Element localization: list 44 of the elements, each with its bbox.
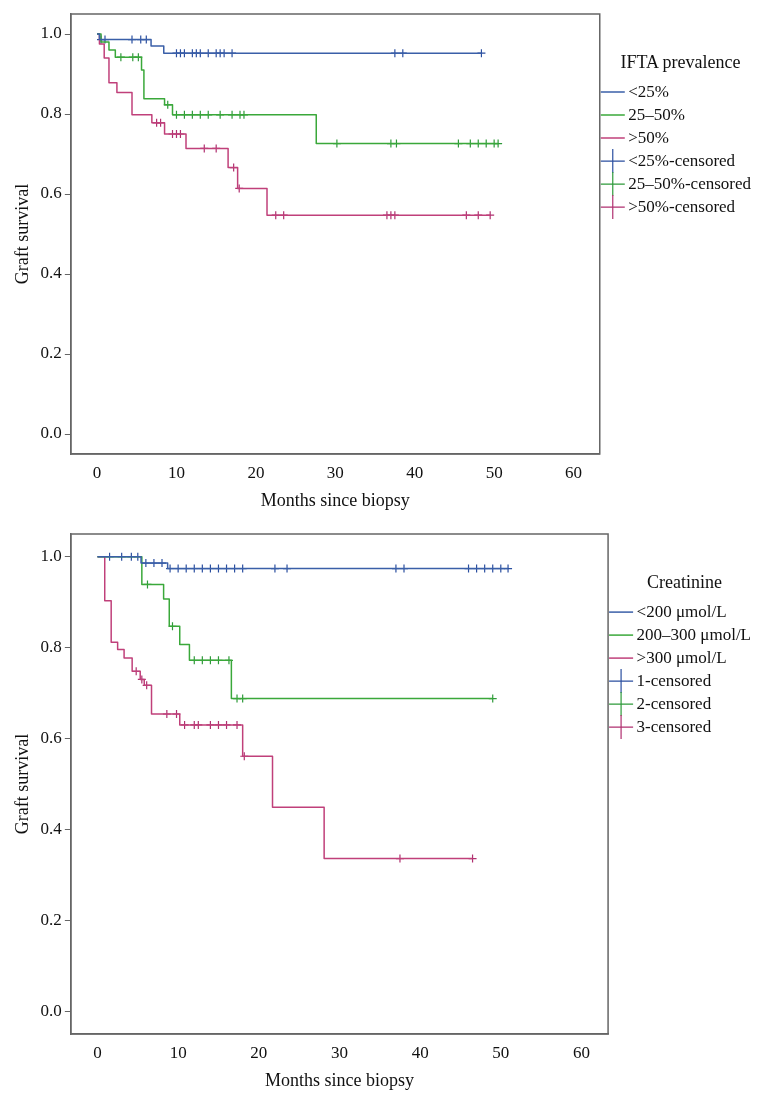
y-axis-title: Graft survival xyxy=(11,183,32,285)
x-tick-label: 50 xyxy=(492,1042,510,1062)
x-tick-label: 20 xyxy=(250,1042,268,1062)
legend-title: Creatinine xyxy=(647,571,723,592)
y-tick-label: 1.0 xyxy=(40,546,62,566)
y-tick-label: 0.2 xyxy=(40,909,62,929)
x-tick-label: 40 xyxy=(406,462,424,482)
y-tick-label: 0.0 xyxy=(40,423,62,443)
x-tick-label: 60 xyxy=(565,462,583,482)
x-tick-label: 30 xyxy=(326,462,344,482)
legend-label: 2-censored xyxy=(636,693,712,713)
y-tick-label: 0.6 xyxy=(40,728,62,748)
y-tick-label: 0.2 xyxy=(40,343,62,363)
legend-label: 3-censored xyxy=(636,716,712,736)
y-tick-label: 0.6 xyxy=(40,183,62,203)
x-tick-label: 10 xyxy=(167,462,185,482)
legend-label: >50%-censored xyxy=(628,196,736,216)
x-tick-label: 0 xyxy=(92,462,102,482)
y-tick-label: 0.4 xyxy=(40,818,63,838)
legend-title: IFTA prevalence xyxy=(620,51,741,72)
y-tick-label: 0.0 xyxy=(40,1000,62,1020)
y-tick-label: 1.0 xyxy=(40,23,62,43)
legend-label: >300 μmol/L xyxy=(636,647,727,667)
x-tick-label: 10 xyxy=(169,1042,187,1062)
x-tick-label: 60 xyxy=(572,1042,590,1062)
x-axis-title: Months since biopsy xyxy=(260,489,410,510)
x-tick-label: 40 xyxy=(411,1042,429,1062)
x-axis-title: Months since biopsy xyxy=(264,1069,414,1090)
y-axis-title: Graft survival xyxy=(11,733,32,835)
legend-label: <25%-censored xyxy=(628,150,736,170)
legend-label: 200–300 μmol/L xyxy=(636,624,751,644)
legend-label: 25–50%-censored xyxy=(628,173,752,193)
x-tick-label: 0 xyxy=(93,1042,102,1062)
legend-label: <200 μmol/L xyxy=(636,601,727,621)
y-tick-label: 0.8 xyxy=(40,103,62,123)
y-tick-label: 0.4 xyxy=(40,263,63,283)
legend-label: 1-censored xyxy=(636,670,712,690)
x-tick-label: 20 xyxy=(247,462,265,482)
legend-label: <25% xyxy=(628,81,670,101)
x-tick-label: 50 xyxy=(485,462,503,482)
legend-label: >50% xyxy=(628,127,670,147)
y-tick-label: 0.8 xyxy=(40,637,62,657)
x-tick-label: 30 xyxy=(330,1042,348,1062)
legend-label: 25–50% xyxy=(628,104,685,124)
